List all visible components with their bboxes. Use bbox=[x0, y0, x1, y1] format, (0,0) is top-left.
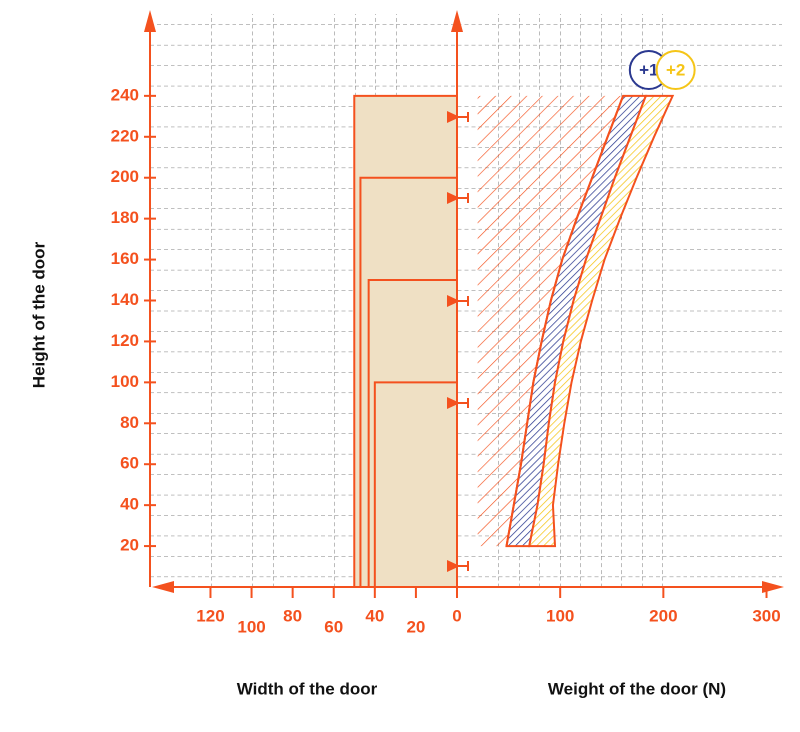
band-label: +1 bbox=[639, 60, 658, 79]
weight-tick-label: 300 bbox=[752, 606, 780, 625]
band-badge bbox=[655, 50, 696, 90]
width-tick-label: 40 bbox=[365, 606, 384, 625]
door-area bbox=[374, 382, 457, 587]
weight-band bbox=[528, 94, 675, 548]
y-tick-label: 120 bbox=[111, 331, 139, 350]
y-tick-label: 60 bbox=[120, 454, 139, 473]
weight-tick-label: 200 bbox=[649, 606, 677, 625]
weight-layer bbox=[477, 94, 675, 548]
y-tick-label: 160 bbox=[111, 249, 139, 268]
door-outline bbox=[367, 279, 457, 587]
door-outline bbox=[373, 381, 457, 587]
y-tick-label: 20 bbox=[120, 536, 139, 555]
y-tick-label: 220 bbox=[111, 126, 139, 145]
y-tick-label: 80 bbox=[120, 413, 139, 432]
weight-tick-label: 100 bbox=[546, 606, 574, 625]
axes bbox=[144, 10, 784, 593]
width-tick-label: 80 bbox=[283, 606, 302, 625]
y-axis-title: Height of the door bbox=[29, 241, 48, 388]
width-tick-label: 60 bbox=[324, 617, 343, 636]
width-tick-label: 100 bbox=[237, 617, 265, 636]
door-outline bbox=[359, 176, 457, 587]
hinge-markers bbox=[447, 111, 469, 572]
limit-region bbox=[477, 95, 624, 547]
y-tick-label: 100 bbox=[111, 372, 139, 391]
limit-curve bbox=[505, 95, 625, 547]
y-tick-label: 180 bbox=[111, 208, 139, 227]
door-outline bbox=[353, 94, 457, 587]
weight-axis-title: Weight of the door (N) bbox=[548, 679, 726, 698]
width-tick-label: 120 bbox=[196, 606, 224, 625]
door-layer bbox=[353, 94, 457, 587]
band-label: +2 bbox=[666, 60, 685, 79]
width-tick-label: 20 bbox=[406, 617, 425, 636]
y-tick-label: 200 bbox=[111, 167, 139, 186]
y-tick-label: 140 bbox=[111, 290, 139, 309]
y-tick-label: 240 bbox=[111, 85, 139, 104]
width-axis-title: Width of the door bbox=[237, 679, 378, 698]
y-tick-label: 40 bbox=[120, 495, 139, 514]
width-tick-label: 0 bbox=[452, 606, 461, 625]
